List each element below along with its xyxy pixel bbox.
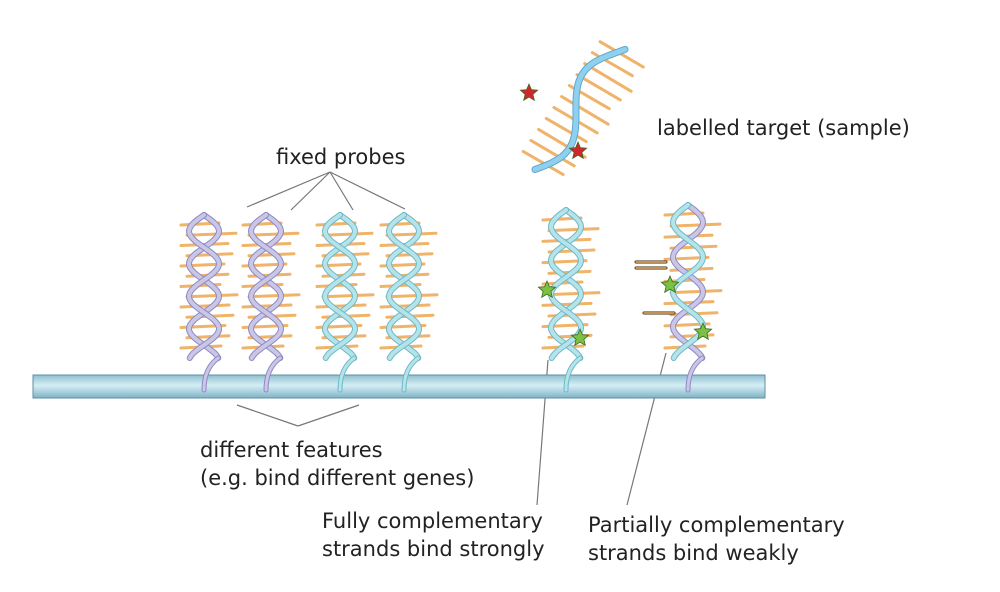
base-pair xyxy=(321,293,375,299)
backbone-strand xyxy=(548,208,584,360)
backbone-strand xyxy=(322,213,358,360)
fully-bound-probe xyxy=(541,207,601,393)
base-pair xyxy=(321,231,374,237)
fixed-probe-4 xyxy=(379,212,439,393)
green-star-label xyxy=(660,274,680,294)
green-star-label xyxy=(570,327,590,347)
backbone-strand xyxy=(386,213,422,360)
fixed-probe-2 xyxy=(241,212,301,393)
base-pair xyxy=(247,231,300,237)
base-pair xyxy=(669,289,723,295)
features-label: different features (e.g. bind different … xyxy=(200,436,474,492)
probe-anchor-fill xyxy=(402,356,420,392)
probe-anchor-fill xyxy=(202,356,220,392)
backbone-strand xyxy=(248,213,284,360)
base-pair xyxy=(315,303,367,309)
green-star-label xyxy=(693,321,713,341)
fixed-probes-leader-4 xyxy=(329,171,406,210)
base-pair xyxy=(669,222,722,228)
backbone-strand xyxy=(670,203,706,360)
base-pair xyxy=(247,293,301,299)
base-pair xyxy=(547,227,600,233)
backbone-strand xyxy=(322,213,358,360)
probe-anchor-fill xyxy=(338,356,356,392)
base-pair xyxy=(547,291,601,297)
base-pair xyxy=(179,303,231,309)
target-base xyxy=(560,95,610,126)
fixed-probes-leader-2 xyxy=(290,171,331,211)
red-star-label xyxy=(519,82,539,102)
target-base xyxy=(544,116,588,144)
base-pair xyxy=(385,293,439,299)
target-label: labelled target (sample) xyxy=(657,116,910,140)
probes-layer xyxy=(179,40,723,393)
fixed-probe-1 xyxy=(179,212,239,393)
array-slide xyxy=(32,374,766,399)
green-star-label xyxy=(537,279,557,299)
fully-label-line1: Fully complementary xyxy=(322,509,543,533)
base-pair xyxy=(185,231,238,237)
backbone-strand xyxy=(186,213,222,360)
target-base xyxy=(529,138,576,168)
probe-anchor-fill xyxy=(564,356,582,392)
base-pair xyxy=(385,231,438,237)
fixed-probes-label: fixed probes xyxy=(276,145,406,169)
labelled-target xyxy=(521,40,645,177)
partial-label-line2: strands bind weakly xyxy=(588,541,799,565)
probe-anchor-fill xyxy=(264,356,282,392)
probe-anchor-fill xyxy=(686,356,704,392)
backbone-strand xyxy=(186,213,222,360)
partially-bound-probe xyxy=(663,202,723,393)
backbone-strand xyxy=(386,213,422,360)
features-label-line1: different features xyxy=(200,438,383,462)
fully-label-line2: strands bind strongly xyxy=(322,537,545,561)
base-pair xyxy=(241,303,293,309)
partial-label-line1: Partially complementary xyxy=(588,513,845,537)
fixed-probe-3 xyxy=(315,212,375,393)
base-pair xyxy=(663,300,715,306)
fixed-probes-leader-3 xyxy=(329,171,354,211)
fully-complementary-label: Fully complementary strands bind strongl… xyxy=(322,507,545,563)
backbone-strand xyxy=(248,213,284,360)
fixed-probes-leader-1 xyxy=(246,171,331,208)
features-label-line2: (e.g. bind different genes) xyxy=(200,466,475,490)
target-base xyxy=(575,73,622,102)
target-base xyxy=(583,62,633,93)
base-pair xyxy=(379,303,431,309)
features-bracket-left xyxy=(236,404,299,427)
base-pair xyxy=(541,301,593,307)
partially-complementary-label: Partially complementary strands bind wea… xyxy=(588,511,845,567)
red-star-label xyxy=(568,140,588,160)
features-bracket-right xyxy=(297,404,360,427)
target-backbone xyxy=(532,46,628,172)
base-pair xyxy=(185,293,239,299)
